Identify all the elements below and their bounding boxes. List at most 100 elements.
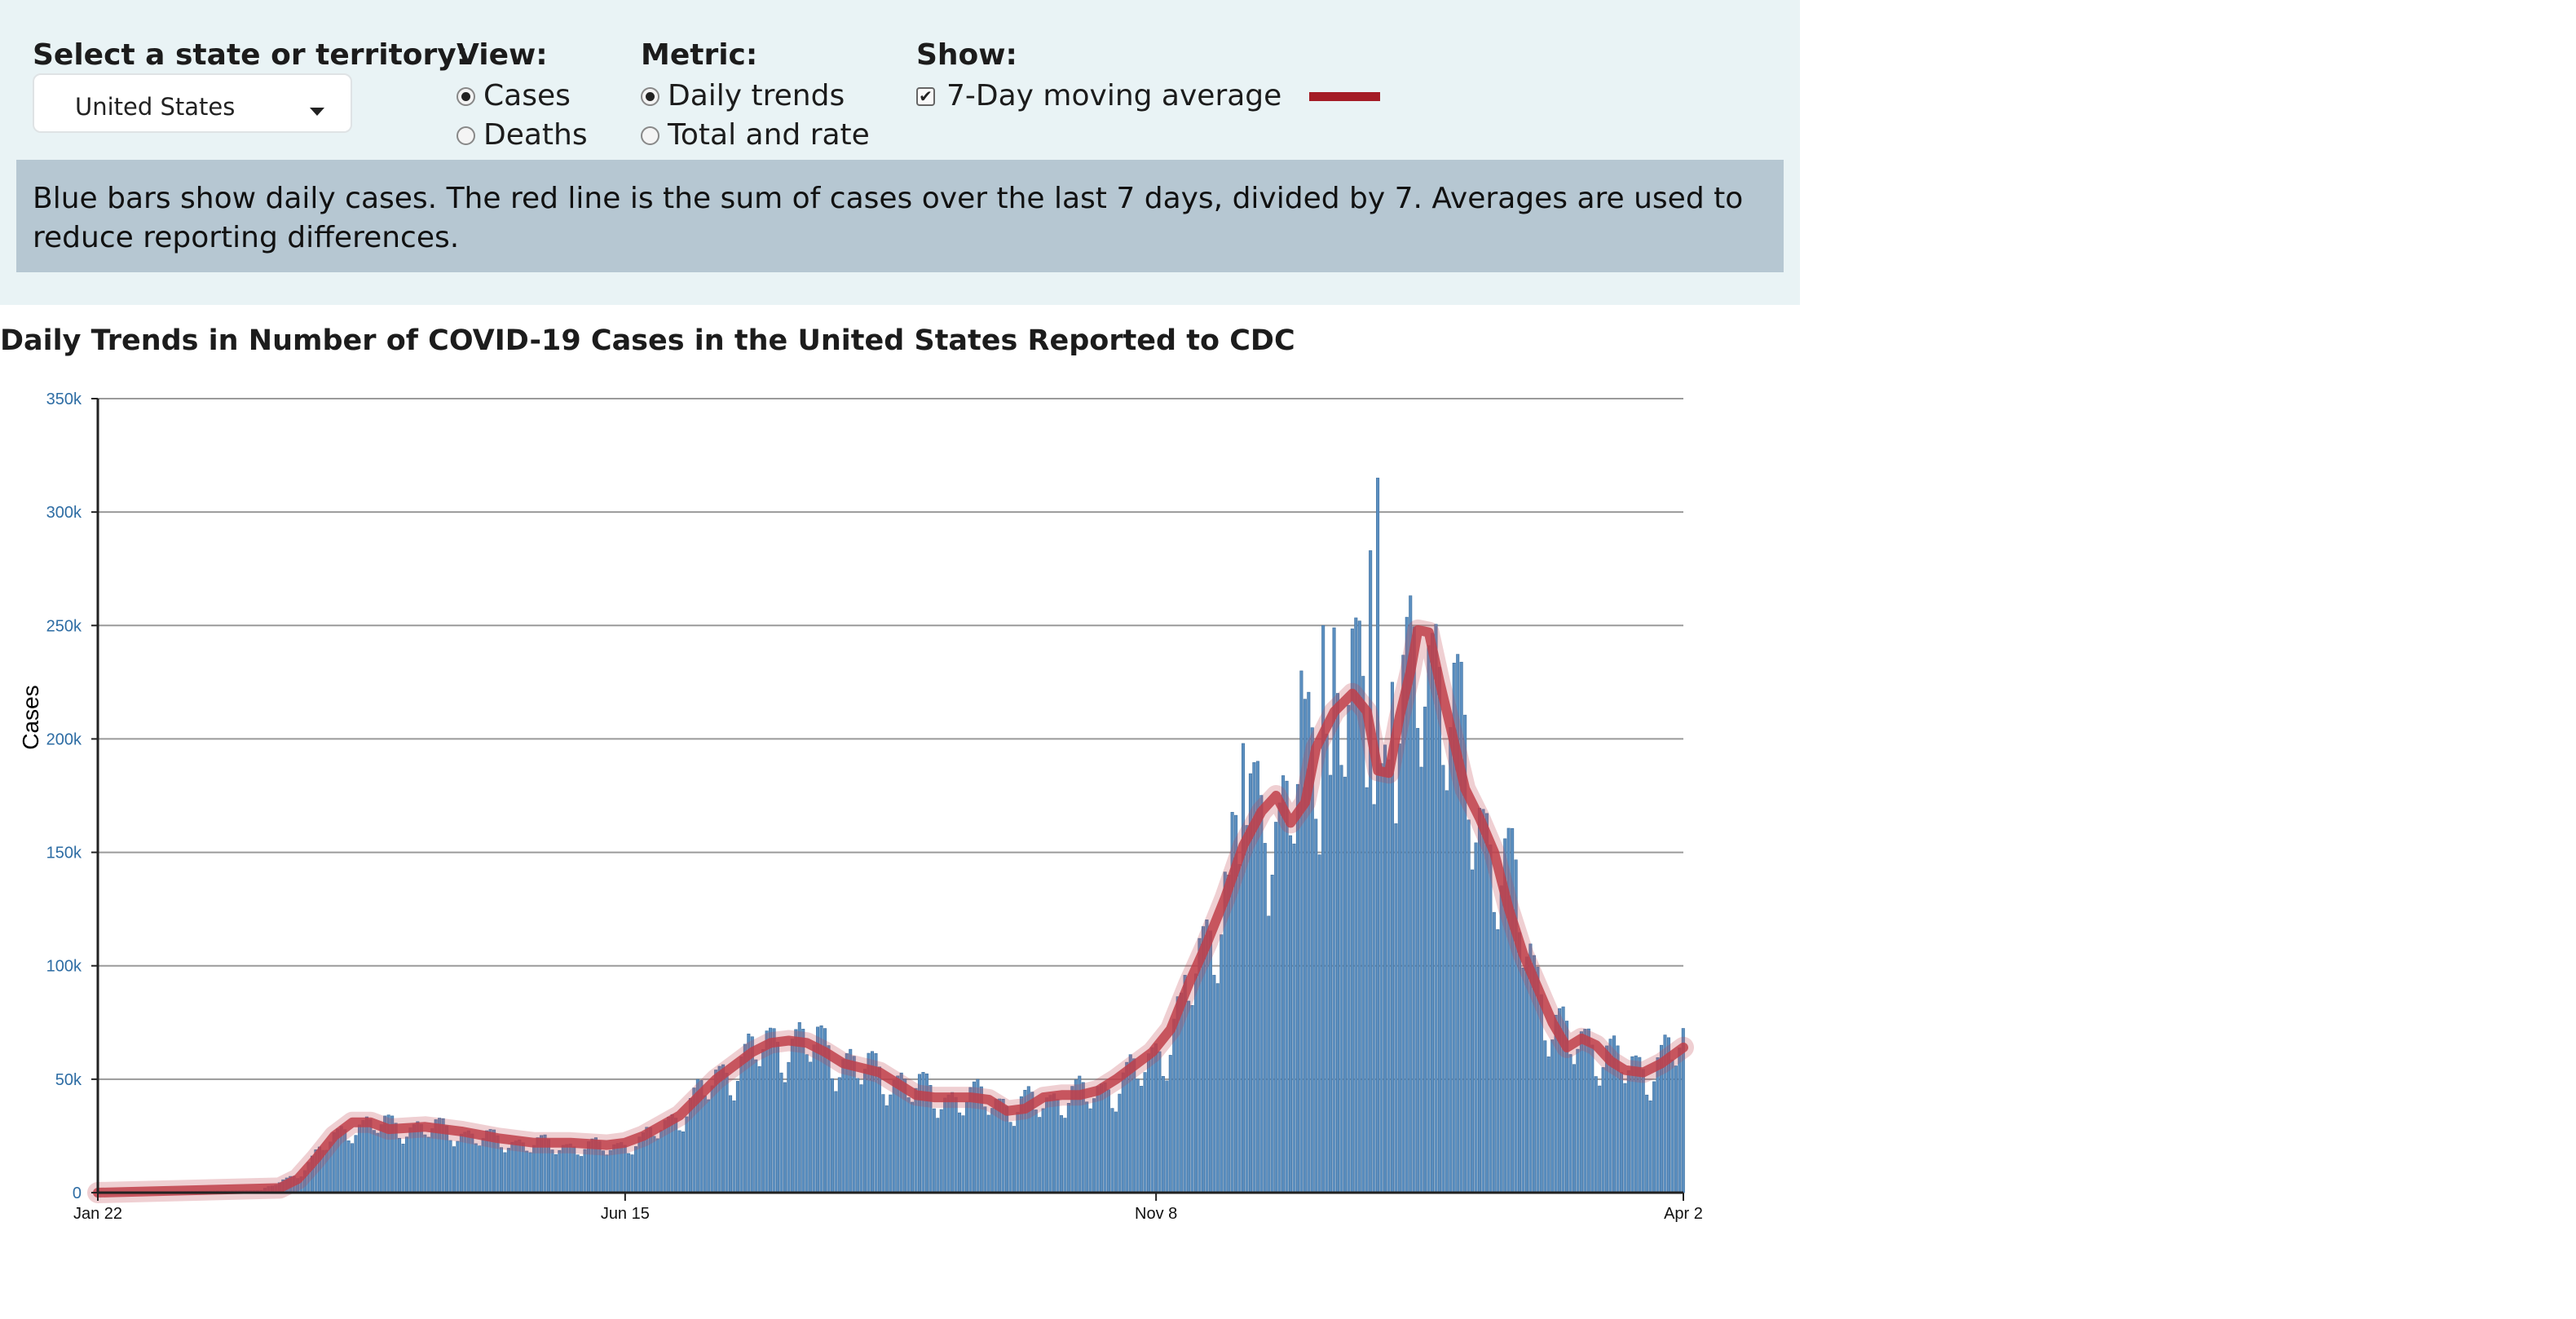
daily-case-bar — [1430, 633, 1435, 1193]
daily-case-bar — [1343, 776, 1347, 1193]
y-tick-label: 250k — [46, 617, 82, 635]
daily-case-bar — [376, 1132, 380, 1193]
daily-case-bar — [677, 1130, 681, 1193]
daily-case-bar — [456, 1140, 460, 1193]
axes: 0 50k 100k 150k 200k 250k 300k 350k Jan 22 Jun 15… — [46, 390, 1703, 1223]
metric-option-total[interactable]: Total and rate — [641, 121, 870, 150]
radio-selected-icon[interactable] — [457, 86, 475, 106]
daily-case-bar — [1645, 1094, 1649, 1193]
daily-case-bar — [841, 1059, 845, 1193]
view-option-label: Cases — [483, 79, 571, 112]
daily-case-bar — [1416, 728, 1420, 1193]
daily-case-bar — [558, 1149, 562, 1193]
view-option-deaths[interactable]: Deaths — [457, 121, 588, 150]
daily-case-bar — [801, 1029, 805, 1193]
y-tick-label: 300k — [46, 504, 82, 522]
daily-case-bar — [707, 1099, 711, 1193]
daily-case-bar — [423, 1134, 427, 1193]
show-moving-average-option[interactable]: 7-Day moving average — [916, 79, 1381, 112]
daily-case-bar — [1220, 934, 1224, 1193]
radio-unselected-icon[interactable] — [641, 126, 659, 145]
daily-case-bar — [576, 1154, 580, 1193]
view-option-label: Deaths — [483, 118, 588, 152]
daily-case-bar — [1412, 626, 1416, 1193]
daily-case-bar — [1590, 1044, 1595, 1193]
daily-case-bar — [834, 1091, 838, 1193]
show-option-label: 7-Day moving average — [946, 79, 1282, 112]
moving-average-line — [93, 624, 1688, 1198]
daily-case-bar — [1052, 1093, 1056, 1193]
daily-case-bar — [1153, 1043, 1158, 1193]
y-tick-label: 350k — [46, 390, 82, 408]
y-tick-label: 100k — [46, 958, 82, 976]
daily-case-bar — [1521, 967, 1525, 1193]
y-tick-label: 150k — [46, 845, 82, 862]
daily-case-bar — [452, 1146, 457, 1193]
daily-case-bar — [506, 1148, 510, 1193]
show-label: Show: — [916, 38, 1017, 72]
daily-case-bar — [710, 1085, 714, 1193]
daily-case-bar — [1295, 783, 1299, 1193]
daily-case-bar — [863, 1069, 867, 1193]
daily-case-bar — [892, 1079, 896, 1193]
daily-case-bar — [1034, 1109, 1038, 1193]
daily-case-bar — [1449, 727, 1453, 1193]
y-axis-label: Cases — [18, 685, 43, 749]
metric-option-label: Total and rate — [668, 118, 870, 152]
daily-case-bar — [1579, 1031, 1583, 1193]
daily-case-bar — [889, 1094, 893, 1193]
daily-case-bar — [1477, 808, 1482, 1193]
daily-case-bar — [1096, 1086, 1100, 1193]
daily-case-bar — [481, 1138, 485, 1193]
x-tick-label: Jan 22 — [73, 1205, 122, 1223]
state-dropdown[interactable]: United States — [33, 73, 352, 133]
daily-case-bar — [790, 1039, 794, 1193]
daily-case-bar — [881, 1094, 885, 1193]
daily-case-bar — [1652, 1081, 1656, 1193]
daily-case-bar — [1619, 1072, 1623, 1193]
daily-case-bar — [1339, 765, 1343, 1193]
daily-case-bar — [906, 1097, 911, 1193]
daily-case-bar — [1158, 1051, 1162, 1193]
daily-case-bar — [732, 1101, 736, 1193]
daily-case-bar — [1317, 854, 1321, 1193]
daily-case-bar — [459, 1133, 463, 1193]
daily-case-bar — [1594, 1076, 1598, 1193]
daily-case-bar — [757, 1065, 761, 1193]
daily-case-bar — [1267, 915, 1271, 1193]
daily-case-bar — [787, 1061, 791, 1193]
daily-case-bar — [652, 1136, 656, 1193]
daily-case-bar — [739, 1057, 743, 1193]
daily-case-bar — [1546, 1057, 1550, 1193]
daily-case-bar — [426, 1136, 430, 1193]
view-option-cases[interactable]: Cases — [457, 82, 571, 111]
caret-down-icon — [310, 108, 324, 116]
daily-case-bar — [1383, 744, 1387, 1193]
chart-description: Blue bars show daily cases. The red line… — [16, 160, 1784, 272]
daily-case-bar — [990, 1108, 995, 1193]
daily-case-bar — [474, 1143, 478, 1193]
daily-case-bar — [503, 1152, 507, 1193]
daily-case-bar — [794, 1029, 798, 1193]
daily-case-bar — [703, 1095, 707, 1193]
daily-case-bar — [1270, 875, 1274, 1193]
daily-case-bar — [728, 1095, 733, 1193]
daily-case-bar — [346, 1140, 351, 1193]
daily-case-bar — [1274, 822, 1278, 1193]
radio-selected-icon[interactable] — [641, 86, 659, 106]
daily-case-bar — [1394, 823, 1398, 1193]
daily-case-bar — [1241, 743, 1246, 1193]
daily-case-bar — [1085, 1101, 1089, 1193]
daily-case-bar — [1379, 763, 1383, 1193]
checkbox-checked-icon[interactable] — [916, 86, 935, 106]
daily-case-bar — [372, 1130, 376, 1193]
daily-case-bar — [884, 1105, 889, 1193]
daily-case-bar — [735, 1081, 739, 1193]
radio-unselected-icon[interactable] — [457, 126, 475, 145]
metric-option-daily[interactable]: Daily trends — [641, 82, 845, 111]
daily-case-bar — [1626, 1070, 1630, 1193]
daily-case-bar — [1623, 1083, 1627, 1193]
daily-case-bar — [354, 1135, 358, 1193]
x-tick-label: Jun 15 — [601, 1205, 650, 1223]
moving-average-legend-swatch — [1309, 91, 1381, 101]
